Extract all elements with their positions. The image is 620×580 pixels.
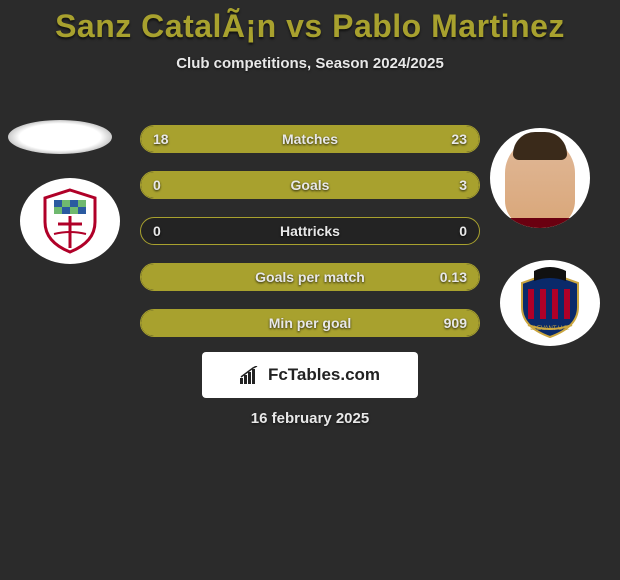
stat-row: Matches18 23 bbox=[140, 125, 480, 153]
brand-badge: FcTables.com bbox=[202, 352, 418, 398]
stat-row: Hattricks0 0 bbox=[140, 217, 480, 245]
stat-value-right: 0.13 bbox=[440, 269, 467, 285]
stat-value-left: 0 bbox=[153, 177, 161, 193]
svg-text:LLEVANT U.E.: LLEVANT U.E. bbox=[530, 326, 570, 332]
stat-value-right: 3 bbox=[459, 177, 467, 193]
stat-row: Goals per match0.13 bbox=[140, 263, 480, 291]
stat-value-right: 0 bbox=[459, 223, 467, 239]
player-left-avatar bbox=[8, 120, 112, 154]
stat-row: Goals0 3 bbox=[140, 171, 480, 199]
stat-row: Min per goal909 bbox=[140, 309, 480, 337]
brand-label: FcTables.com bbox=[268, 365, 380, 385]
stat-label: Min per goal bbox=[141, 315, 479, 331]
club-right-badge: LLEVANT U.E. bbox=[500, 260, 600, 346]
date-label: 16 february 2025 bbox=[0, 410, 620, 427]
stat-label: Matches bbox=[141, 131, 479, 147]
page-title: Sanz CatalÃ¡n vs Pablo Martinez bbox=[0, 0, 620, 45]
club-left-badge bbox=[20, 178, 120, 264]
stat-label: Goals per match bbox=[141, 269, 479, 285]
stat-value-left: 0 bbox=[153, 223, 161, 239]
stat-value-left: 18 bbox=[153, 131, 169, 147]
stat-value-right: 23 bbox=[451, 131, 467, 147]
stat-value-right: 909 bbox=[444, 315, 467, 331]
stat-label: Goals bbox=[141, 177, 479, 193]
stat-label: Hattricks bbox=[141, 223, 479, 239]
stats-table: Matches1823Goals03Hattricks00Goals per m… bbox=[140, 125, 480, 355]
player-right-avatar bbox=[490, 128, 590, 228]
subtitle: Club competitions, Season 2024/2025 bbox=[0, 55, 620, 72]
